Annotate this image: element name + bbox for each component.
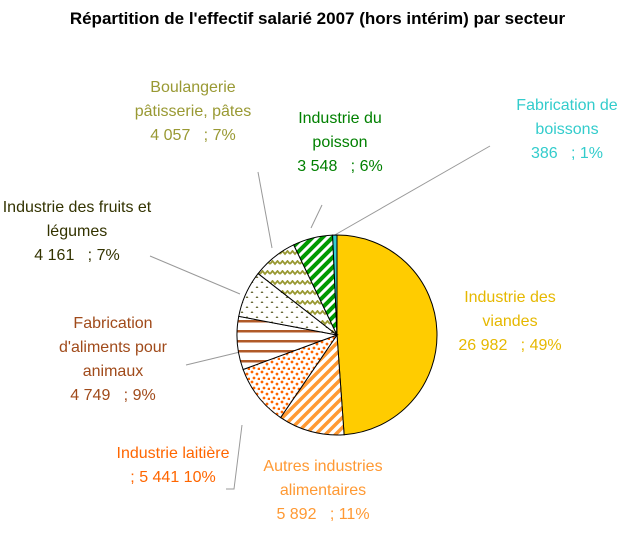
slice-label: Industrie laitière ; 5 441 10%: [108, 442, 238, 490]
leader-line: [310, 204, 323, 229]
value-label: 3 548 ; 6%: [297, 158, 383, 175]
leader-line: [257, 171, 273, 249]
pie-slice: [336, 234, 438, 436]
slice-label: Industrie des viandes 26 982 ; 49%: [435, 286, 585, 358]
category-label: Fabrication de boissons: [516, 97, 623, 138]
leader-line: [149, 255, 241, 295]
leader-lines: [149, 145, 491, 490]
category-label: Industrie laitière: [116, 445, 230, 462]
slice-label: Industrie du poisson 3 548 ; 6%: [270, 107, 410, 179]
category-label: Autres industries alimentaires: [263, 458, 388, 499]
slice-label: Boulangerie pâtisserie, pâtes 4 057 ; 7%: [123, 76, 263, 148]
slice-label: Fabrication de boissons 386 ; 1%: [497, 94, 635, 166]
category-label: Industrie des viandes: [464, 289, 561, 330]
category-label: Industrie des fruits et légumes: [2, 199, 156, 240]
pie-slice: [279, 333, 345, 436]
slice-label: Fabrication d'aliments pour animaux 4 749…: [38, 312, 188, 408]
category-label: Fabrication d'aliments pour animaux: [59, 315, 172, 380]
value-label: 386 ; 1%: [530, 145, 604, 162]
value-label: ; 5 441 10%: [130, 469, 216, 486]
slice-label: Autres industries alimentaires 5 892 ; 11…: [253, 455, 393, 527]
value-label: 5 892 ; 11%: [276, 506, 370, 523]
chart-title: Répartition de l'effectif salarié 2007 (…: [69, 9, 566, 28]
category-label: Boulangerie pâtisserie, pâtes: [134, 79, 252, 120]
category-label: Industrie du poisson: [298, 110, 387, 151]
slice-label: Industrie des fruits et légumes 4 161 ; 7…: [2, 196, 152, 268]
value-label: 26 982 ; 49%: [458, 337, 562, 354]
leader-line: [185, 351, 241, 366]
value-label: 4 749 ; 9%: [70, 387, 156, 404]
value-label: 4 057 ; 7%: [150, 127, 236, 144]
leader-line: [332, 145, 491, 237]
value-label: 4 161 ; 7%: [34, 247, 120, 264]
leader-line: [226, 424, 243, 490]
pie-slice: [332, 234, 338, 336]
